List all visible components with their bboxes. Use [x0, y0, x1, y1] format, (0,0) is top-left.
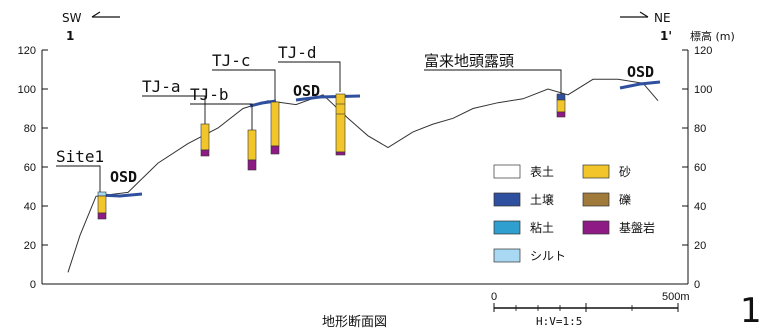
panel-number: 1	[740, 291, 762, 331]
tjd-label: TJ-d	[278, 43, 317, 62]
legend-soil: 土壌	[530, 193, 554, 207]
legend-silt: シルト	[530, 249, 566, 263]
osd-label-site1: OSD	[110, 168, 137, 186]
scale-start-label: 0	[491, 291, 497, 303]
right-tick-40: 40	[694, 201, 706, 213]
borehole-tjd	[335, 93, 346, 156]
right-tick-20: 20	[694, 240, 706, 252]
tjb-label: TJ-b	[190, 85, 229, 104]
elevation-axis-label: 標高 (m)	[690, 29, 735, 43]
osd-label-right: OSD	[627, 63, 654, 81]
left-tick-60: 60	[24, 162, 36, 174]
leader-lines	[56, 61, 562, 192]
ne-label: NE	[654, 11, 671, 25]
right-ticks: 0 20 40 60 80 100 120	[682, 45, 712, 291]
soil-segment-tjd	[295, 94, 361, 102]
tja-label: TJ-a	[142, 77, 181, 96]
left-point-label: 1	[66, 29, 74, 43]
osd-label-middle: OSD	[293, 82, 320, 100]
legend-topsoil: 表土	[530, 165, 554, 179]
site1-label: Site1	[56, 147, 104, 166]
scale-ratio-label: H:V=1:5	[536, 315, 582, 328]
right-point-label: 1'	[660, 29, 672, 43]
left-tick-80: 80	[24, 123, 36, 135]
left-tick-20: 20	[24, 240, 36, 252]
sw-arrow-head-icon	[91, 11, 101, 18]
legend-bedrock: 基盤岩	[619, 220, 655, 235]
legend-sand: 砂	[619, 165, 631, 179]
ne-arrow-head-icon	[639, 11, 649, 18]
terrain-profile-line	[67, 78, 659, 273]
left-tick-40: 40	[24, 201, 36, 213]
borehole-tjc	[270, 101, 280, 155]
left-tick-0: 0	[30, 279, 36, 291]
right-tick-60: 60	[694, 162, 706, 174]
borehole-tja	[200, 123, 210, 157]
borehole-outcrop	[556, 93, 566, 118]
outcrop-label: 富来地頭露頭	[424, 52, 514, 70]
tjc-label: TJ-c	[212, 51, 251, 70]
legend-gravel: 礫	[619, 192, 631, 207]
legend-clay: 粘土	[530, 220, 554, 235]
sw-label: SW	[62, 11, 82, 25]
diagram-title: 地形断面図	[322, 315, 387, 330]
legend: 表土 砂 土壌 礫 粘土 基盤岩 シルト	[493, 164, 655, 263]
borehole-site1	[97, 191, 107, 220]
left-ticks: 0 20 40 60 80 100 120	[18, 45, 48, 291]
scale-bar: 0 500m H:V=1:5	[491, 291, 690, 328]
scale-end-label: 500m	[662, 291, 690, 303]
soil-segment-tjc	[249, 99, 277, 108]
right-tick-100: 100	[694, 84, 712, 96]
right-tick-0: 0	[694, 279, 700, 291]
right-tick-80: 80	[694, 123, 706, 135]
left-tick-100: 100	[18, 84, 36, 96]
left-tick-120: 120	[18, 45, 36, 57]
soil-segment-osd-right	[619, 80, 661, 90]
right-tick-120: 120	[694, 45, 712, 57]
borehole-tjb	[247, 129, 257, 171]
soil-cover-segments	[97, 80, 661, 198]
